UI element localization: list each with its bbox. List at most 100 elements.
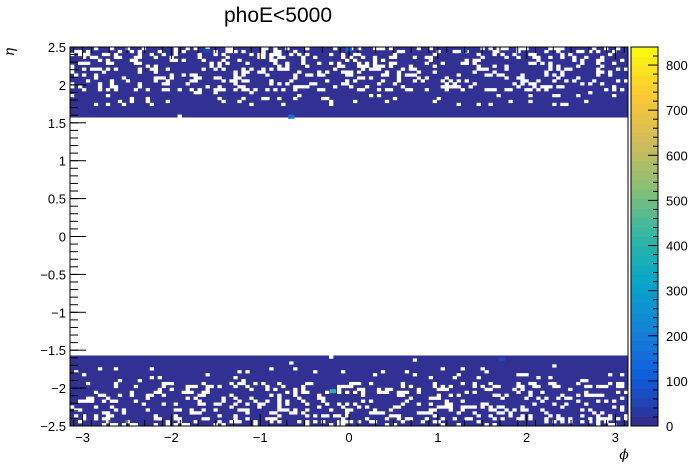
heatmap-empty-cell: [217, 85, 222, 89]
heatmap-empty-cell: [253, 399, 258, 403]
heatmap-empty-cell: [428, 47, 433, 51]
heatmap-empty-cell: [536, 384, 541, 389]
heatmap-empty-cell: [221, 58, 226, 62]
heatmap-empty-cell: [620, 381, 625, 386]
heatmap-empty-cell: [153, 79, 158, 83]
heatmap-empty-cell: [177, 417, 182, 421]
heatmap-empty-cell: [504, 408, 509, 412]
heatmap-empty-cell: [512, 82, 517, 86]
y-tick-label: −1: [51, 305, 66, 320]
heatmap-empty-cell: [189, 390, 194, 394]
heatmap-empty-cell: [169, 381, 174, 386]
heatmap-empty-cell: [293, 387, 298, 392]
heatmap-empty-cell: [560, 420, 565, 424]
heatmap-empty-cell: [524, 396, 529, 400]
heatmap-empty-cell: [532, 61, 537, 65]
heatmap-empty-cell: [241, 79, 246, 83]
heatmap-empty-cell: [205, 85, 210, 89]
heatmap-empty-cell: [337, 420, 342, 424]
heatmap-empty-cell: [376, 390, 382, 394]
heatmap-empty-cell: [368, 67, 374, 71]
heatmap-empty-cell: [424, 76, 430, 80]
heatmap-empty-cell: [472, 381, 477, 386]
heatmap-empty-cell: [560, 102, 565, 107]
heatmap-empty-cell: [293, 88, 298, 92]
heatmap-empty-cell: [293, 73, 298, 77]
heatmap-empty-cell: [197, 393, 202, 397]
heatmap-empty-cell: [356, 70, 362, 74]
heatmap-empty-cell: [157, 390, 162, 394]
heatmap-empty-cell: [233, 384, 238, 389]
heatmap-empty-cell: [352, 402, 358, 406]
heatmap-empty-cell: [273, 52, 278, 57]
heatmap-empty-cell: [289, 79, 294, 83]
heatmap-empty-cell: [109, 414, 115, 418]
heatmap-empty-cell: [153, 76, 158, 80]
heatmap-empty-cell: [500, 405, 505, 409]
heatmap-empty-cell: [616, 67, 621, 71]
heatmap-empty-cell: [576, 381, 581, 386]
heatmap-empty-cell: [285, 64, 290, 68]
heatmap-empty-cell: [93, 47, 99, 51]
heatmap-empty-cell: [113, 423, 119, 427]
heatmap-empty-cell: [396, 73, 402, 77]
heatmap-empty-cell: [341, 52, 346, 57]
heatmap-empty-cell: [145, 64, 151, 68]
heatmap-empty-cell: [596, 423, 601, 427]
heatmap-empty-cell: [436, 405, 441, 409]
heatmap-empty-cell: [277, 420, 282, 424]
heatmap-empty-cell: [432, 99, 437, 104]
heatmap-empty-cell: [400, 85, 406, 89]
heatmap-empty-cell: [341, 405, 346, 409]
heatmap-empty-cell: [396, 49, 402, 54]
heatmap-empty-cell: [400, 420, 406, 424]
heatmap-empty-cell: [285, 390, 290, 394]
heatmap-empty-cell: [360, 64, 366, 68]
heatmap-empty-cell: [157, 387, 162, 392]
heatmap-empty-cell: [428, 376, 433, 380]
heatmap-empty-cell: [77, 49, 83, 54]
colorbar-segment: [631, 321, 658, 332]
heatmap-empty-cell: [193, 47, 198, 51]
heatmap-empty-cell: [261, 52, 266, 57]
heatmap-empty-cell: [432, 408, 437, 412]
heatmap-empty-cell: [237, 85, 242, 89]
heatmap-empty-cell: [448, 405, 453, 409]
heatmap-empty-cell: [329, 423, 334, 427]
heatmap-empty-cell: [337, 390, 342, 394]
heatmap-empty-cell: [600, 384, 605, 389]
heatmap-empty-cell: [217, 402, 222, 406]
heatmap-empty-cell: [616, 79, 621, 83]
heatmap-empty-cell: [273, 387, 278, 392]
heatmap-empty-cell: [297, 85, 302, 89]
heatmap-empty-cell: [412, 67, 418, 71]
heatmap-empty-cell: [205, 373, 210, 377]
heatmap-empty-cell: [165, 420, 170, 424]
colorbar-tick-label: 700: [666, 103, 688, 118]
heatmap-empty-cell: [616, 390, 621, 394]
heatmap-empty-cell: [265, 96, 270, 101]
heatmap-empty-cell: [321, 420, 326, 424]
colorbar-segment: [631, 283, 658, 294]
heatmap-empty-cell: [145, 393, 151, 397]
heatmap-empty-cell: [261, 402, 266, 406]
heatmap-empty-cell: [97, 58, 103, 62]
heatmap-empty-cell: [97, 85, 103, 89]
heatmap-empty-cell: [484, 402, 489, 406]
heatmap-empty-cell: [560, 405, 565, 409]
heatmap-empty-cell: [520, 82, 525, 86]
heatmap-empty-cell: [213, 76, 218, 80]
heatmap-empty-cell: [512, 52, 517, 57]
heatmap-empty-cell: [548, 414, 553, 418]
heatmap-empty-cell: [548, 376, 553, 380]
colorbar-segment: [631, 236, 658, 247]
heatmap-empty-cell: [356, 64, 362, 68]
heatmap-empty-cell: [440, 387, 445, 392]
heatmap-empty-cell: [580, 61, 585, 65]
heatmap-empty-cell: [392, 82, 398, 86]
heatmap-empty-cell: [165, 99, 170, 104]
heatmap-empty-cell: [360, 76, 366, 80]
heatmap-empty-cell: [620, 384, 625, 389]
heatmap-empty-cell: [269, 58, 274, 62]
heatmap-empty-cell: [101, 417, 107, 421]
